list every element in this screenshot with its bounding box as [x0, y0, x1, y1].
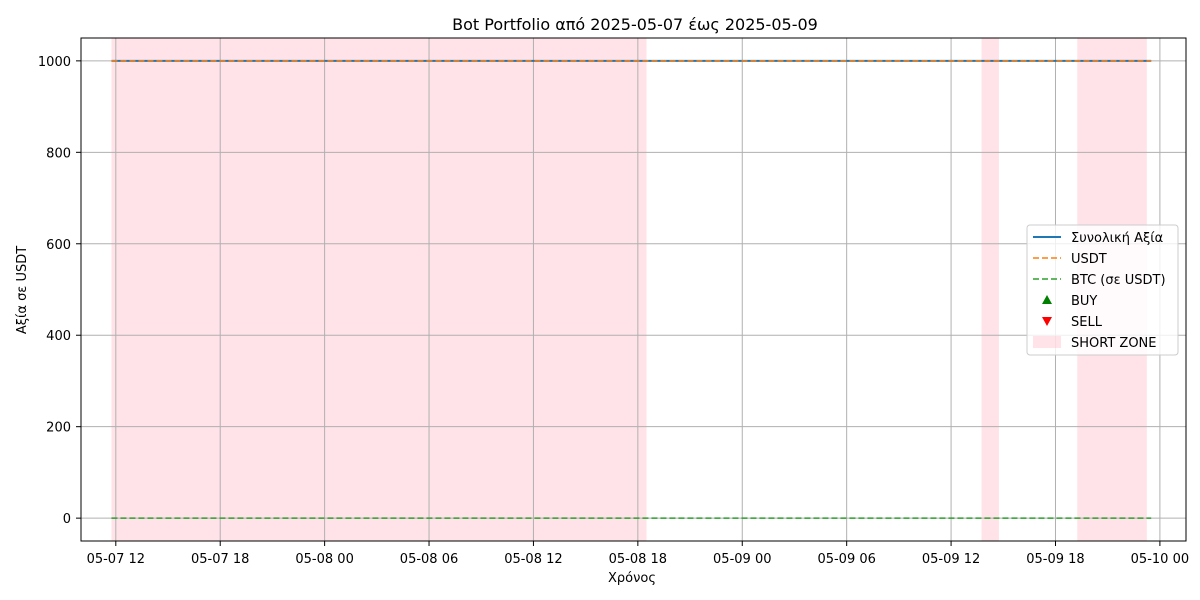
x-tick-label-9: 05-09 18	[1026, 552, 1084, 567]
x-axis-label: Χρόνος	[608, 571, 656, 586]
y-tick-label-2: 400	[46, 329, 71, 344]
y-tick-label-3: 600	[46, 238, 71, 253]
legend: Συνολική Αξία USDT BTC (σε USDT) BUY SELL SHO…	[1026, 224, 1179, 356]
legend-box	[1026, 224, 1179, 356]
x-tick-label-7: 05-09 06	[817, 552, 875, 567]
legend-label-4: SELL	[1071, 315, 1103, 330]
legend-patch-5	[1033, 336, 1061, 348]
legend-label-0: Συνολική Αξία	[1071, 231, 1163, 246]
short-zone-band-1	[981, 38, 999, 541]
plot-frame	[80, 37, 1187, 542]
short-zone-band-0	[111, 38, 647, 541]
legend-label-1: USDT	[1071, 252, 1107, 267]
legend-label-2: BTC (σε USDT)	[1071, 273, 1166, 288]
y-tick-label-5: 1000	[38, 55, 71, 70]
x-tick-label-3: 05-08 06	[400, 552, 458, 567]
x-tick-label-10: 05-10 00	[1131, 552, 1189, 567]
y-axis-label: Αξία σε USDT	[15, 246, 30, 334]
y-tick-label-0: 0	[63, 512, 71, 527]
x-tick-label-4: 05-08 12	[504, 552, 562, 567]
x-tick-label-8: 05-09 12	[922, 552, 980, 567]
x-tick-label-2: 05-08 00	[295, 552, 353, 567]
chart-title: Bot Portfolio από 2025-05-07 έως 2025-05…	[452, 15, 818, 34]
x-tick-label-6: 05-09 00	[713, 552, 771, 567]
x-tick-label-1: 05-07 18	[191, 552, 249, 567]
legend-label-3: BUY	[1071, 294, 1097, 309]
x-tick-label-5: 05-08 18	[609, 552, 667, 567]
y-tick-label-1: 200	[46, 421, 71, 436]
legend-marker-4	[1042, 317, 1052, 326]
x-tick-label-0: 05-07 12	[87, 552, 145, 567]
legend-marker-3	[1042, 295, 1052, 304]
legend-label-5: SHORT ZONE	[1071, 336, 1157, 351]
y-tick-label-4: 800	[46, 146, 71, 161]
